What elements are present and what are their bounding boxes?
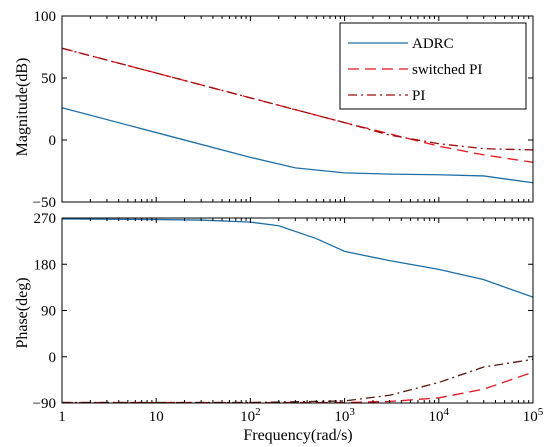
magnitude-series-switched-pi [61,47,534,163]
phase-series-pi [62,358,534,404]
phase-series-switched-pi [62,371,534,404]
magnitude-panel: 100 50 0 −50 [33,9,534,211]
xtick-label: 102 [240,406,261,425]
frequency-axis-label: Frequency(rad/s) [243,427,352,444]
phase-ytick-label: 0 [49,350,57,366]
phase-series-adrc [61,218,534,298]
magnitude-ytick-label: 100 [34,9,57,25]
phase-axis-label: Phase(deg) [14,277,31,348]
magnitude-ytick-label: −50 [33,195,56,211]
phase-ytick-label: 90 [41,304,56,320]
xtick-label: 103 [334,406,355,425]
magnitude-series-pi [61,47,534,151]
xtick-label: 104 [429,406,450,425]
magnitude-series-adrc [61,107,534,184]
phase-ytick-label: 180 [34,257,57,273]
xtick-label: 1 [58,409,66,425]
xtick-label: 10 [149,409,164,425]
phase-ytick-label: 270 [34,211,57,227]
legend-label: switched PI [412,62,482,78]
phase-ytick-label: −90 [33,396,56,412]
magnitude-ytick-label: 50 [41,71,56,87]
legend-label: PI [412,88,425,104]
magnitude-axis-label: Magnitude(dB) [14,58,31,157]
legend-label: ADRC [412,36,454,52]
magnitude-axes-frame [61,15,534,203]
legend: ADRC switched PI PI [339,22,527,110]
xtick-label: 105 [523,406,544,425]
magnitude-ytick-label: 0 [49,133,57,149]
phase-panel: 270 180 90 0 −901 10 102 103 104 105 [33,211,544,425]
phase-axes-frame [61,217,534,404]
